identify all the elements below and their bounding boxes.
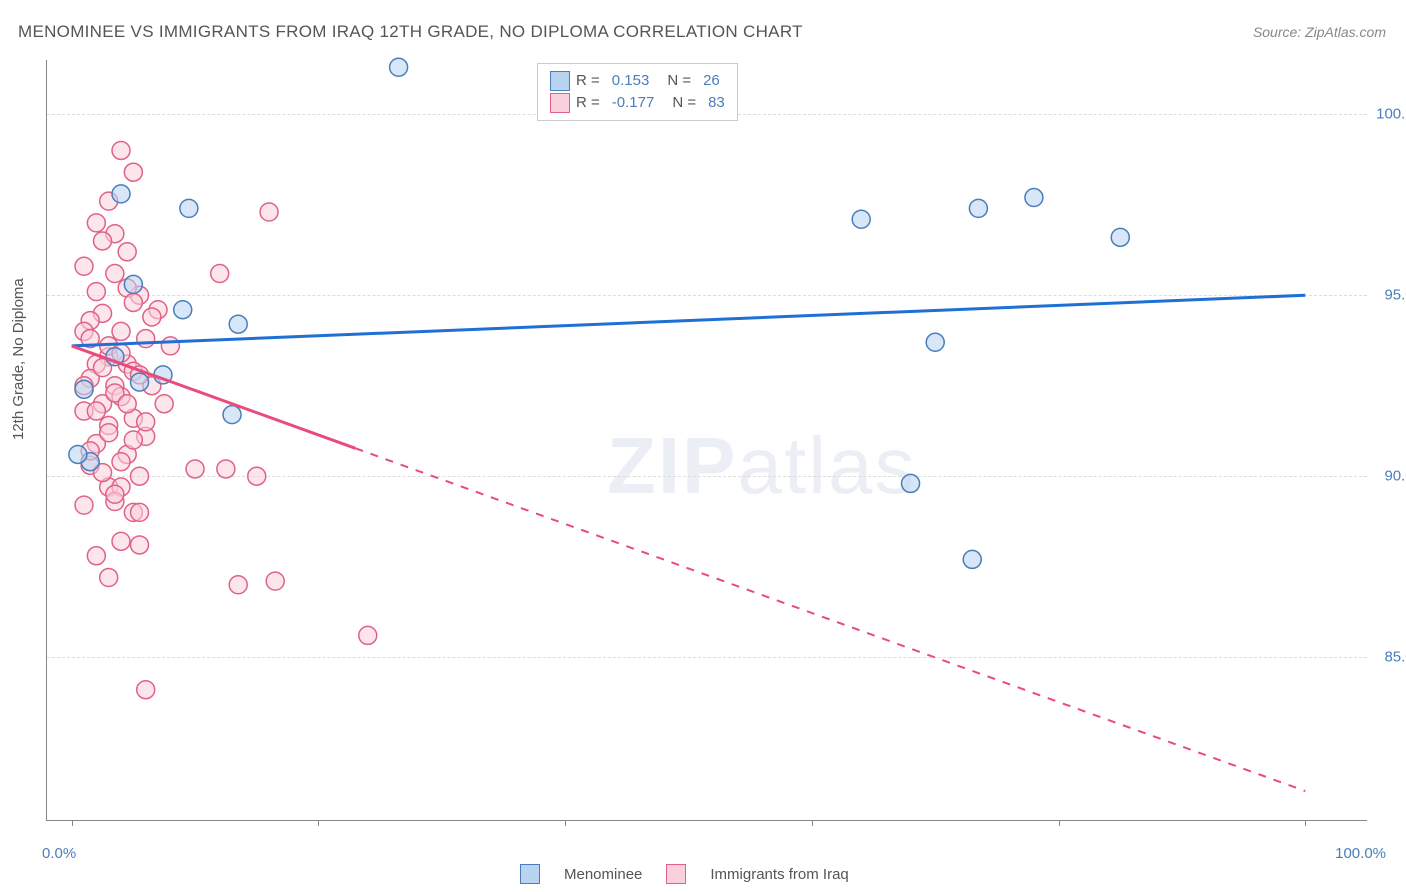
n-value-1: 26 xyxy=(703,70,720,92)
legend-series: Menominee Immigrants from Iraq xyxy=(520,864,849,884)
legend-row-2: R = -0.177 N = 83 xyxy=(550,92,725,114)
xtick xyxy=(565,820,566,826)
scatter-point xyxy=(137,330,155,348)
scatter-point xyxy=(217,460,235,478)
r-label-2: R = xyxy=(576,92,600,114)
scatter-point xyxy=(180,199,198,217)
scatter-point xyxy=(94,232,112,250)
r-value-1: 0.153 xyxy=(612,70,650,92)
chart-plot-area: ZIPatlas 85.0%90.0%95.0%100.0% R = 0.153… xyxy=(46,60,1367,821)
scatter-point xyxy=(124,163,142,181)
scatter-point xyxy=(75,496,93,514)
scatter-point xyxy=(174,301,192,319)
scatter-point xyxy=(124,275,142,293)
scatter-point xyxy=(69,445,87,463)
scatter-point xyxy=(100,424,118,442)
scatter-point xyxy=(131,503,149,521)
scatter-svg xyxy=(47,60,1367,820)
ytick-label: 85.0% xyxy=(1372,649,1406,666)
scatter-point xyxy=(131,373,149,391)
scatter-point xyxy=(161,337,179,355)
legend-swatch-blue-icon xyxy=(520,864,540,884)
scatter-point xyxy=(124,293,142,311)
xtick xyxy=(812,820,813,826)
scatter-point xyxy=(359,626,377,644)
scatter-point xyxy=(118,243,136,261)
trend-line-pink-dashed xyxy=(355,448,1305,791)
scatter-point xyxy=(87,402,105,420)
r-label: R = xyxy=(576,70,600,92)
scatter-point xyxy=(137,413,155,431)
scatter-point xyxy=(87,283,105,301)
scatter-point xyxy=(124,431,142,449)
chart-title: MENOMINEE VS IMMIGRANTS FROM IRAQ 12TH G… xyxy=(18,22,803,42)
xtick xyxy=(1059,820,1060,826)
scatter-point xyxy=(969,199,987,217)
xtick xyxy=(1305,820,1306,826)
scatter-point xyxy=(186,460,204,478)
scatter-point xyxy=(87,214,105,232)
x-max-label: 100.0% xyxy=(1335,845,1386,862)
scatter-point xyxy=(112,141,130,159)
scatter-point xyxy=(118,395,136,413)
scatter-point xyxy=(260,203,278,221)
trend-line-blue xyxy=(72,295,1306,346)
scatter-point xyxy=(143,308,161,326)
swatch-blue-icon xyxy=(550,71,570,91)
scatter-point xyxy=(100,569,118,587)
scatter-point xyxy=(211,265,229,283)
scatter-point xyxy=(1111,228,1129,246)
ytick-label: 100.0% xyxy=(1372,106,1406,123)
scatter-point xyxy=(223,406,241,424)
scatter-point xyxy=(112,322,130,340)
legend-row-1: R = 0.153 N = 26 xyxy=(550,70,725,92)
scatter-point xyxy=(112,185,130,203)
xtick xyxy=(72,820,73,826)
ytick-label: 90.0% xyxy=(1372,468,1406,485)
scatter-point xyxy=(229,315,247,333)
swatch-pink-icon xyxy=(550,93,570,113)
scatter-point xyxy=(131,467,149,485)
scatter-point xyxy=(963,550,981,568)
source-label: Source: ZipAtlas.com xyxy=(1253,24,1386,40)
legend-swatch-pink-icon xyxy=(666,864,686,884)
scatter-point xyxy=(106,265,124,283)
scatter-point xyxy=(155,395,173,413)
x-min-label: 0.0% xyxy=(42,845,76,862)
scatter-point xyxy=(229,576,247,594)
scatter-point xyxy=(926,333,944,351)
legend-series1-label: Menominee xyxy=(564,866,642,883)
xtick xyxy=(318,820,319,826)
r-value-2: -0.177 xyxy=(612,92,655,114)
scatter-point xyxy=(390,58,408,76)
n-value-2: 83 xyxy=(708,92,725,114)
ytick-label: 95.0% xyxy=(1372,287,1406,304)
scatter-point xyxy=(87,547,105,565)
legend-series2-label: Immigrants from Iraq xyxy=(710,866,848,883)
n-label-2: N = xyxy=(672,92,696,114)
scatter-point xyxy=(137,681,155,699)
n-label: N = xyxy=(667,70,691,92)
scatter-point xyxy=(1025,189,1043,207)
scatter-point xyxy=(852,210,870,228)
scatter-point xyxy=(112,453,130,471)
scatter-point xyxy=(266,572,284,590)
scatter-point xyxy=(75,257,93,275)
scatter-point xyxy=(106,485,124,503)
scatter-point xyxy=(131,536,149,554)
y-axis-label: 12th Grade, No Diploma xyxy=(10,278,27,440)
scatter-point xyxy=(75,380,93,398)
legend-stats: R = 0.153 N = 26 R = -0.177 N = 83 xyxy=(537,63,738,121)
scatter-point xyxy=(112,532,130,550)
scatter-point xyxy=(902,474,920,492)
scatter-point xyxy=(248,467,266,485)
